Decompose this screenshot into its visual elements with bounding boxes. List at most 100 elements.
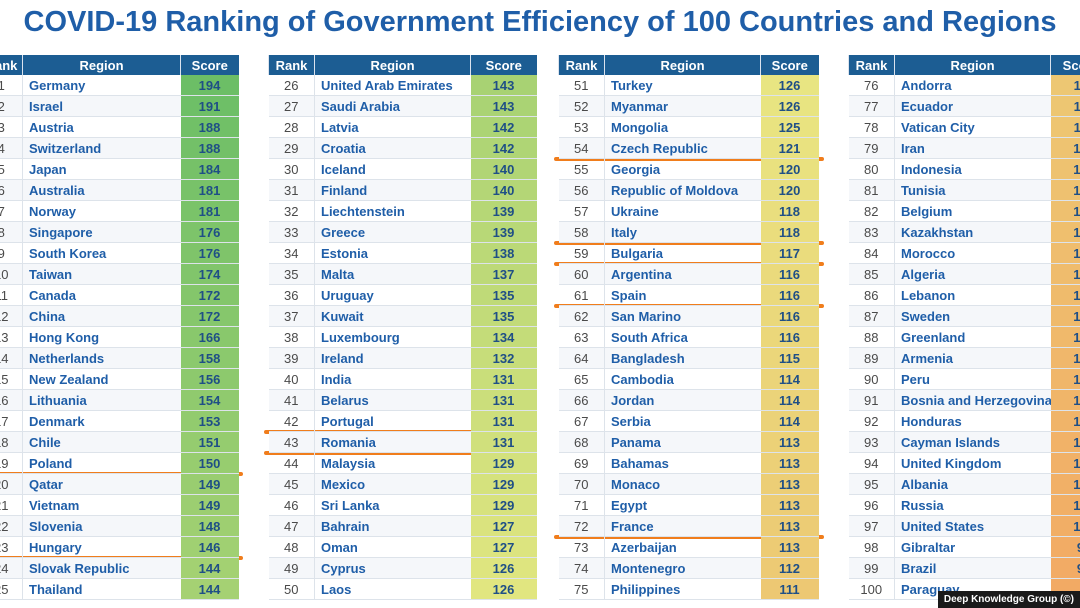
table-row: 10Taiwan174	[0, 263, 239, 285]
header-score: Score	[180, 55, 239, 75]
table-row: 83Kazakhstan10	[848, 221, 1080, 243]
table-row: 86Lebanon10	[848, 284, 1080, 306]
rank-cell: 19	[0, 452, 23, 474]
score-cell: 174	[180, 263, 239, 285]
rank-cell: 74	[558, 557, 605, 579]
region-cell: United Kingdom	[894, 452, 1051, 474]
region-cell: Mexico	[314, 473, 471, 495]
rank-cell: 47	[268, 515, 315, 537]
region-cell: Australia	[22, 179, 181, 201]
table-row: 99Brazil9	[848, 557, 1080, 579]
region-cell: Andorra	[894, 75, 1051, 96]
header-region: Region	[22, 55, 181, 75]
table-row: 85Algeria10	[848, 263, 1080, 285]
rank-cell: 71	[558, 494, 605, 516]
rank-cell: 87	[848, 305, 895, 327]
score-cell: 129	[470, 494, 537, 516]
region-cell: Mongolia	[604, 116, 761, 138]
score-cell: 120	[760, 179, 819, 201]
score-cell: 10	[1050, 515, 1080, 537]
table-row: 54 Czech Republic 121	[558, 137, 819, 159]
region-cell: Hong Kong	[22, 326, 181, 348]
region-cell: Taiwan	[22, 263, 181, 285]
score-cell: 140	[470, 158, 537, 180]
region-cell: Slovak Republic	[22, 557, 181, 579]
rank-cell: 22	[0, 515, 23, 537]
score-cell: 120	[760, 158, 819, 180]
score-cell: 113	[760, 494, 819, 516]
region-cell: San Marino	[604, 305, 761, 327]
table-row: 27 Saudi Arabia 143	[268, 95, 537, 117]
ranking-table: Rank Region Score 51 Turkey 126 52 Myanmar 126 53…	[558, 55, 819, 600]
score-cell: 116	[760, 263, 819, 285]
table-row: 47 Bahrain 127	[268, 515, 537, 537]
table-row: 72 France 113	[558, 515, 819, 537]
table-row: 41 Belarus 131	[268, 389, 537, 411]
region-cell: Iceland	[314, 158, 471, 180]
table-row: 35 Malta 137	[268, 263, 537, 285]
rank-cell: 84	[848, 242, 895, 264]
table-row: 5Japan184	[0, 158, 239, 180]
score-cell: 144	[180, 578, 239, 600]
rank-cell: 38	[268, 326, 315, 348]
region-cell: Italy	[604, 221, 761, 243]
rank-cell: 60	[558, 263, 605, 285]
rank-cell: 33	[268, 221, 315, 243]
region-cell: Gibraltar	[894, 536, 1051, 558]
region-cell: Bahamas	[604, 452, 761, 474]
region-cell: Ireland	[314, 347, 471, 369]
region-cell: Laos	[314, 578, 471, 600]
header-region: Region	[894, 55, 1051, 75]
region-cell: Germany	[22, 75, 181, 96]
table-row: 55 Georgia 120	[558, 158, 819, 180]
score-cell: 115	[760, 347, 819, 369]
table-row: 61 Spain 116	[558, 284, 819, 306]
region-cell: Honduras	[894, 410, 1051, 432]
score-cell: 10	[1050, 347, 1080, 369]
rank-cell: 21	[0, 494, 23, 516]
ranking-table: RankRegionScore76Andorra1177Ecuador1178V…	[848, 55, 1080, 600]
table-row: 12China172	[0, 305, 239, 327]
rank-cell: 11	[0, 284, 23, 306]
region-cell: Latvia	[314, 116, 471, 138]
score-cell: 114	[760, 389, 819, 411]
region-cell: Bahrain	[314, 515, 471, 537]
header-score: Score	[1050, 55, 1080, 75]
table-row: 90Peru10	[848, 368, 1080, 390]
score-cell: 125	[760, 116, 819, 138]
rank-cell: 90	[848, 368, 895, 390]
score-cell: 144	[180, 557, 239, 579]
region-cell: Thailand	[22, 578, 181, 600]
score-cell: 134	[470, 326, 537, 348]
rank-cell: 13	[0, 326, 23, 348]
score-cell: 121	[760, 137, 819, 159]
region-cell: Oman	[314, 536, 471, 558]
table-row: 21Vietnam149	[0, 494, 239, 516]
table-row: 70 Monaco 113	[558, 473, 819, 495]
table-row: 22Slovenia148	[0, 515, 239, 537]
region-cell: Panama	[604, 431, 761, 453]
table-row: 6Australia181	[0, 179, 239, 201]
table-row: 8Singapore176	[0, 221, 239, 243]
score-cell: 114	[760, 410, 819, 432]
region-cell: United States	[894, 515, 1051, 537]
score-cell: 112	[760, 557, 819, 579]
rank-cell: 25	[0, 578, 23, 600]
rank-cell: 91	[848, 389, 895, 411]
score-cell: 10	[1050, 263, 1080, 285]
rank-cell: 83	[848, 221, 895, 243]
rank-cell: 2	[0, 95, 23, 117]
region-cell: Israel	[22, 95, 181, 117]
rank-cell: 44	[268, 452, 315, 474]
table-row: 65 Cambodia 114	[558, 368, 819, 390]
rank-cell: 67	[558, 410, 605, 432]
rank-cell: 72	[558, 515, 605, 537]
rank-cell: 65	[558, 368, 605, 390]
region-cell: Qatar	[22, 473, 181, 495]
score-cell: 142	[470, 137, 537, 159]
rank-cell: 73	[558, 536, 605, 558]
region-cell: Cyprus	[314, 557, 471, 579]
rank-cell: 14	[0, 347, 23, 369]
